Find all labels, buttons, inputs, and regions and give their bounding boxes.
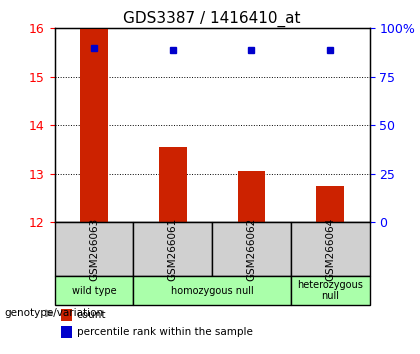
Bar	[80, 28, 108, 222]
FancyBboxPatch shape	[55, 276, 134, 305]
Text: percentile rank within the sample: percentile rank within the sample	[77, 327, 252, 337]
FancyBboxPatch shape	[291, 222, 370, 276]
Bar	[238, 171, 265, 222]
Text: GSM266063: GSM266063	[89, 217, 99, 281]
Text: genotype/variation: genotype/variation	[4, 308, 103, 318]
FancyBboxPatch shape	[212, 222, 291, 276]
Text: GSM266064: GSM266064	[325, 217, 335, 281]
Bar	[316, 186, 344, 222]
Title: GDS3387 / 1416410_at: GDS3387 / 1416410_at	[123, 11, 301, 27]
Bar	[61, 326, 72, 338]
Bar	[159, 147, 186, 222]
FancyBboxPatch shape	[55, 222, 134, 276]
FancyBboxPatch shape	[134, 222, 212, 276]
Text: homozygous null: homozygous null	[171, 286, 254, 296]
FancyBboxPatch shape	[134, 276, 291, 305]
Text: count: count	[77, 310, 106, 320]
Text: GSM266062: GSM266062	[247, 217, 257, 281]
Bar	[61, 309, 72, 321]
Text: wild type: wild type	[72, 286, 116, 296]
Text: heterozygous
null: heterozygous null	[297, 280, 363, 302]
FancyBboxPatch shape	[291, 276, 370, 305]
Text: GSM266061: GSM266061	[168, 217, 178, 281]
